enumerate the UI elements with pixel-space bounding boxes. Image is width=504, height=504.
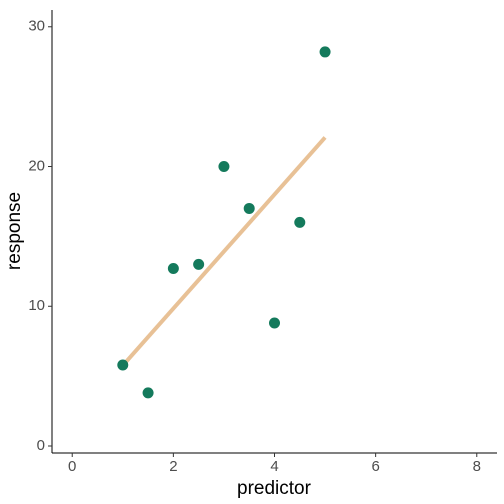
point xyxy=(167,263,179,275)
point xyxy=(142,387,154,399)
y-tick-label: 0 xyxy=(37,437,45,454)
x-tick-label: 8 xyxy=(473,458,481,475)
x-tick-label: 4 xyxy=(270,458,278,475)
y-tick-label: 10 xyxy=(28,297,45,314)
y-tick-label: 30 xyxy=(28,18,45,35)
point xyxy=(269,317,280,329)
point xyxy=(319,46,331,58)
point xyxy=(193,258,205,270)
point xyxy=(294,216,306,228)
x-tick-label: 6 xyxy=(371,458,379,475)
x-axis-title: predictor xyxy=(237,478,312,499)
x-tick-label: 2 xyxy=(169,458,177,475)
point xyxy=(117,359,129,371)
y-tick-label: 20 xyxy=(28,157,45,174)
y-axis-title: response xyxy=(4,192,25,270)
point xyxy=(218,161,230,173)
fit-line xyxy=(121,136,327,367)
x-tick-label: 0 xyxy=(68,458,76,475)
point xyxy=(243,202,255,214)
